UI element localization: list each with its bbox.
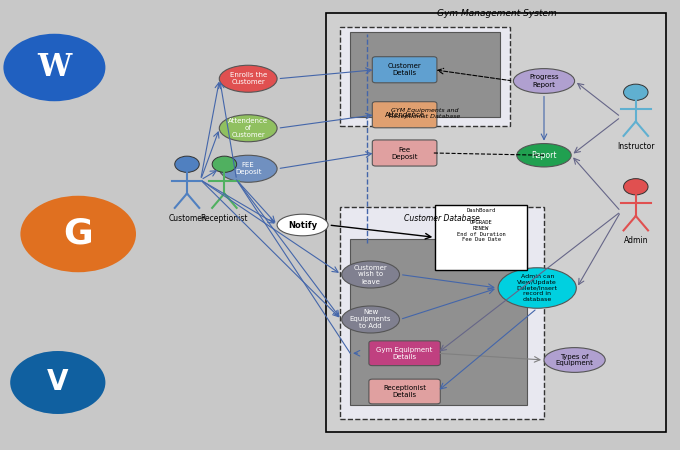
FancyBboxPatch shape [435, 205, 527, 270]
Circle shape [20, 196, 136, 272]
FancyBboxPatch shape [340, 207, 544, 418]
Ellipse shape [219, 65, 277, 92]
Text: W: W [37, 52, 71, 83]
Ellipse shape [513, 68, 575, 94]
Text: Notify: Notify [288, 220, 317, 230]
Ellipse shape [219, 115, 277, 142]
Text: Customer Database: Customer Database [404, 214, 480, 223]
FancyBboxPatch shape [326, 14, 666, 432]
Text: Fee
Deposit: Fee Deposit [392, 147, 418, 159]
Text: Receptionist: Receptionist [201, 214, 248, 223]
FancyBboxPatch shape [373, 102, 437, 128]
Text: Attendence: Attendence [384, 112, 425, 118]
FancyBboxPatch shape [369, 341, 441, 365]
Text: Enrolls the
Customer: Enrolls the Customer [230, 72, 267, 85]
FancyBboxPatch shape [350, 238, 527, 405]
Text: GYM Equipments and
Receptionist Database: GYM Equipments and Receptionist Database [390, 108, 460, 119]
Text: Progress
Report: Progress Report [529, 75, 559, 87]
FancyBboxPatch shape [373, 140, 437, 166]
Text: Report: Report [531, 151, 557, 160]
Text: Receptionist
Details: Receptionist Details [383, 385, 426, 398]
Ellipse shape [544, 347, 605, 373]
FancyBboxPatch shape [350, 32, 500, 117]
Circle shape [175, 156, 199, 172]
Text: Customer: Customer [169, 214, 205, 223]
Text: New
Equipments
to Add: New Equipments to Add [350, 310, 392, 329]
Circle shape [212, 156, 237, 172]
Text: Admin: Admin [624, 236, 648, 245]
Text: DashBoard

UPGRADE
RENEW
End of Duration
Fee Due Date: DashBoard UPGRADE RENEW End of Duration … [457, 208, 505, 243]
Circle shape [624, 84, 648, 100]
Text: FEE
Deposit: FEE Deposit [235, 162, 261, 175]
Ellipse shape [498, 268, 577, 308]
Text: Gym Management System: Gym Management System [437, 9, 556, 18]
Text: G: G [63, 217, 93, 251]
Text: Attendence
of
Customer: Attendence of Customer [228, 118, 269, 138]
Ellipse shape [219, 155, 277, 182]
Ellipse shape [277, 214, 328, 236]
Text: Customer
Details: Customer Details [388, 63, 422, 76]
Text: Gym Equipment
Details: Gym Equipment Details [377, 347, 432, 360]
Text: Types of
Equipment: Types of Equipment [556, 354, 594, 366]
Text: Customer
wish to
leave: Customer wish to leave [354, 265, 388, 284]
Circle shape [10, 351, 105, 414]
Circle shape [3, 34, 105, 101]
Ellipse shape [517, 144, 571, 167]
FancyBboxPatch shape [369, 379, 441, 404]
Text: Admin can
View/Update
Delete/Insert
record in
database: Admin can View/Update Delete/Insert reco… [517, 274, 558, 302]
FancyBboxPatch shape [373, 57, 437, 83]
Circle shape [624, 179, 648, 195]
FancyBboxPatch shape [340, 27, 510, 126]
Text: Instructor: Instructor [617, 142, 655, 151]
Ellipse shape [342, 306, 400, 333]
Text: V: V [47, 369, 69, 396]
Ellipse shape [342, 261, 400, 288]
